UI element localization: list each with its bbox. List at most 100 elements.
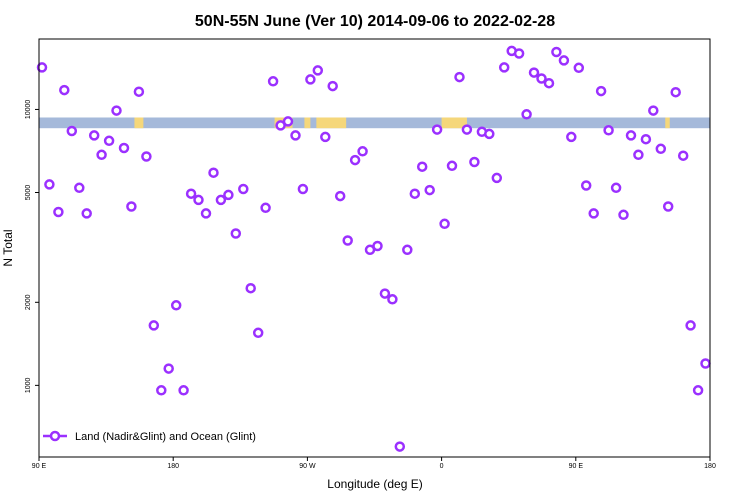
data-point	[170, 300, 182, 311]
x-axis-label: Longitude (deg E)	[327, 477, 422, 491]
data-point	[439, 218, 450, 230]
data-point	[610, 182, 622, 194]
data-point	[88, 130, 100, 141]
y-tick-label: 5000	[25, 185, 32, 201]
x-tick-label: 180	[704, 463, 716, 470]
data-point	[103, 135, 115, 147]
data-point	[59, 84, 70, 96]
data-point	[305, 74, 316, 85]
data-point	[320, 131, 331, 143]
x-tick-label: 90 E	[569, 463, 584, 470]
data-point	[36, 62, 48, 73]
data-points	[36, 45, 711, 452]
plot-frame	[38, 38, 711, 458]
data-point	[193, 194, 204, 206]
land-segment	[441, 117, 467, 129]
data-point	[238, 183, 249, 195]
x-tick-label: 180	[167, 463, 179, 470]
data-point	[126, 201, 137, 212]
y-tick-label: 1000	[25, 377, 32, 393]
data-point	[454, 71, 465, 83]
data-point	[81, 208, 92, 219]
data-point	[409, 188, 421, 199]
land-segment	[665, 117, 670, 129]
data-point	[692, 385, 704, 396]
data-point	[655, 143, 667, 155]
y-axis: 1000 2000 5000 10000	[25, 100, 39, 393]
data-point	[618, 209, 629, 221]
data-point	[357, 146, 368, 157]
legend-entry: Land (Nadir&Glint) and Ocean (Glint)	[75, 431, 256, 443]
data-point	[223, 189, 234, 201]
data-point	[267, 76, 279, 87]
data-point	[670, 86, 681, 98]
data-point	[387, 294, 398, 305]
data-point	[580, 180, 592, 191]
data-point	[372, 240, 383, 252]
data-point	[446, 160, 458, 172]
data-point	[297, 183, 309, 195]
plot-area	[36, 45, 711, 452]
y-axis-label: N Total	[1, 229, 15, 266]
data-point	[96, 149, 107, 161]
data-point	[431, 124, 443, 135]
data-point	[573, 62, 585, 74]
data-point	[185, 188, 197, 199]
data-point	[111, 105, 122, 116]
data-point	[349, 154, 361, 166]
data-point	[53, 206, 64, 218]
data-point	[141, 151, 152, 162]
data-point	[536, 73, 547, 84]
y-tick-label: 10000	[25, 100, 32, 120]
data-point	[513, 48, 525, 59]
data-point	[633, 149, 644, 161]
data-point	[252, 327, 264, 339]
ocean-band	[39, 117, 710, 129]
data-point	[543, 77, 555, 89]
data-point	[461, 124, 473, 135]
data-point	[424, 184, 435, 196]
data-point	[282, 116, 294, 127]
data-point	[208, 167, 219, 178]
data-point	[558, 55, 570, 66]
data-point	[312, 65, 324, 76]
data-point	[230, 228, 242, 239]
chart-title: 50N-55N June (Ver 10) 2014-09-06 to 2022…	[195, 13, 555, 30]
x-tick-label: 0	[440, 463, 444, 470]
data-point	[566, 131, 577, 143]
data-point	[118, 142, 130, 154]
data-point	[528, 67, 540, 78]
data-point	[200, 208, 212, 219]
data-point	[215, 194, 227, 206]
land-segment	[316, 117, 347, 129]
data-point	[44, 179, 55, 190]
data-point	[469, 156, 480, 168]
data-point	[260, 202, 271, 214]
data-point	[648, 105, 659, 116]
data-point	[700, 358, 711, 369]
x-axis: 90 E 180 90 W 0 90 E 180	[32, 457, 716, 470]
data-point	[588, 208, 599, 219]
data-point	[402, 244, 413, 256]
data-point	[379, 288, 391, 299]
data-point	[178, 385, 189, 396]
data-point	[156, 385, 167, 396]
land-segment	[304, 117, 311, 129]
data-point	[677, 150, 689, 161]
data-point	[290, 130, 301, 141]
data-point	[484, 128, 495, 140]
data-point	[342, 235, 353, 246]
data-point	[163, 363, 174, 374]
data-point	[148, 320, 160, 331]
legend: Land (Nadir&Glint) and Ocean (Glint)	[43, 430, 256, 443]
data-point	[625, 130, 637, 141]
data-point	[416, 161, 428, 172]
y-tick-label: 2000	[25, 294, 32, 310]
x-tick-label: 90 W	[299, 463, 316, 470]
data-point	[595, 85, 607, 97]
data-point	[521, 109, 532, 120]
data-point	[74, 182, 85, 194]
x-tick-label: 90 E	[32, 463, 47, 470]
data-point	[133, 86, 145, 97]
